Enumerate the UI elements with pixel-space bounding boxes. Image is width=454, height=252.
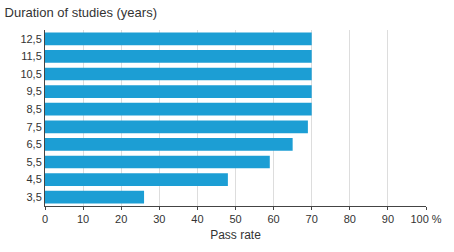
svg-text:5,5: 5,5 (27, 156, 42, 168)
svg-text:10: 10 (77, 213, 89, 225)
svg-text:70: 70 (306, 213, 318, 225)
svg-text:90: 90 (382, 213, 394, 225)
svg-text:Duration of studies (years): Duration of studies (years) (5, 5, 157, 20)
svg-text:0: 0 (42, 213, 48, 225)
svg-text:9,5: 9,5 (27, 85, 42, 97)
svg-text:40: 40 (191, 213, 203, 225)
svg-text:50: 50 (229, 213, 241, 225)
svg-text:20: 20 (115, 213, 127, 225)
svg-text:4,5: 4,5 (27, 173, 42, 185)
svg-text:7,5: 7,5 (27, 121, 42, 133)
svg-text:60: 60 (267, 213, 279, 225)
svg-text:12,5: 12,5 (20, 33, 41, 45)
svg-text:Pass rate: Pass rate (210, 228, 261, 242)
svg-text:100 %: 100 % (410, 213, 441, 225)
svg-text:11,5: 11,5 (21, 50, 42, 62)
svg-text:80: 80 (344, 213, 356, 225)
svg-text:10,5: 10,5 (20, 68, 41, 80)
svg-text:6,5: 6,5 (27, 138, 42, 150)
svg-text:8,5: 8,5 (27, 103, 42, 115)
svg-text:30: 30 (153, 213, 165, 225)
svg-text:3,5: 3,5 (27, 191, 42, 203)
